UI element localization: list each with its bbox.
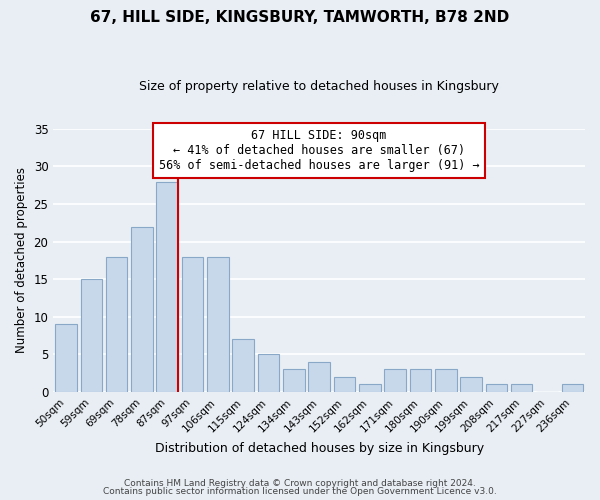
Text: Contains HM Land Registry data © Crown copyright and database right 2024.: Contains HM Land Registry data © Crown c… — [124, 478, 476, 488]
Bar — [308, 362, 330, 392]
Bar — [55, 324, 77, 392]
Bar — [435, 370, 457, 392]
Bar — [359, 384, 380, 392]
Bar — [562, 384, 583, 392]
Bar — [232, 340, 254, 392]
Bar — [131, 226, 152, 392]
Bar — [460, 377, 482, 392]
Bar — [485, 384, 507, 392]
Bar — [182, 256, 203, 392]
Bar — [258, 354, 279, 392]
Bar — [283, 370, 305, 392]
Bar — [511, 384, 532, 392]
Bar — [80, 279, 102, 392]
Bar — [334, 377, 355, 392]
Text: 67 HILL SIDE: 90sqm
← 41% of detached houses are smaller (67)
56% of semi-detach: 67 HILL SIDE: 90sqm ← 41% of detached ho… — [159, 129, 479, 172]
Bar — [385, 370, 406, 392]
Bar — [410, 370, 431, 392]
Y-axis label: Number of detached properties: Number of detached properties — [15, 168, 28, 354]
Title: Size of property relative to detached houses in Kingsbury: Size of property relative to detached ho… — [139, 80, 499, 93]
Text: Contains public sector information licensed under the Open Government Licence v3: Contains public sector information licen… — [103, 487, 497, 496]
Text: 67, HILL SIDE, KINGSBURY, TAMWORTH, B78 2ND: 67, HILL SIDE, KINGSBURY, TAMWORTH, B78 … — [91, 10, 509, 25]
X-axis label: Distribution of detached houses by size in Kingsbury: Distribution of detached houses by size … — [155, 442, 484, 455]
Bar — [106, 256, 127, 392]
Bar — [157, 182, 178, 392]
Bar — [207, 256, 229, 392]
